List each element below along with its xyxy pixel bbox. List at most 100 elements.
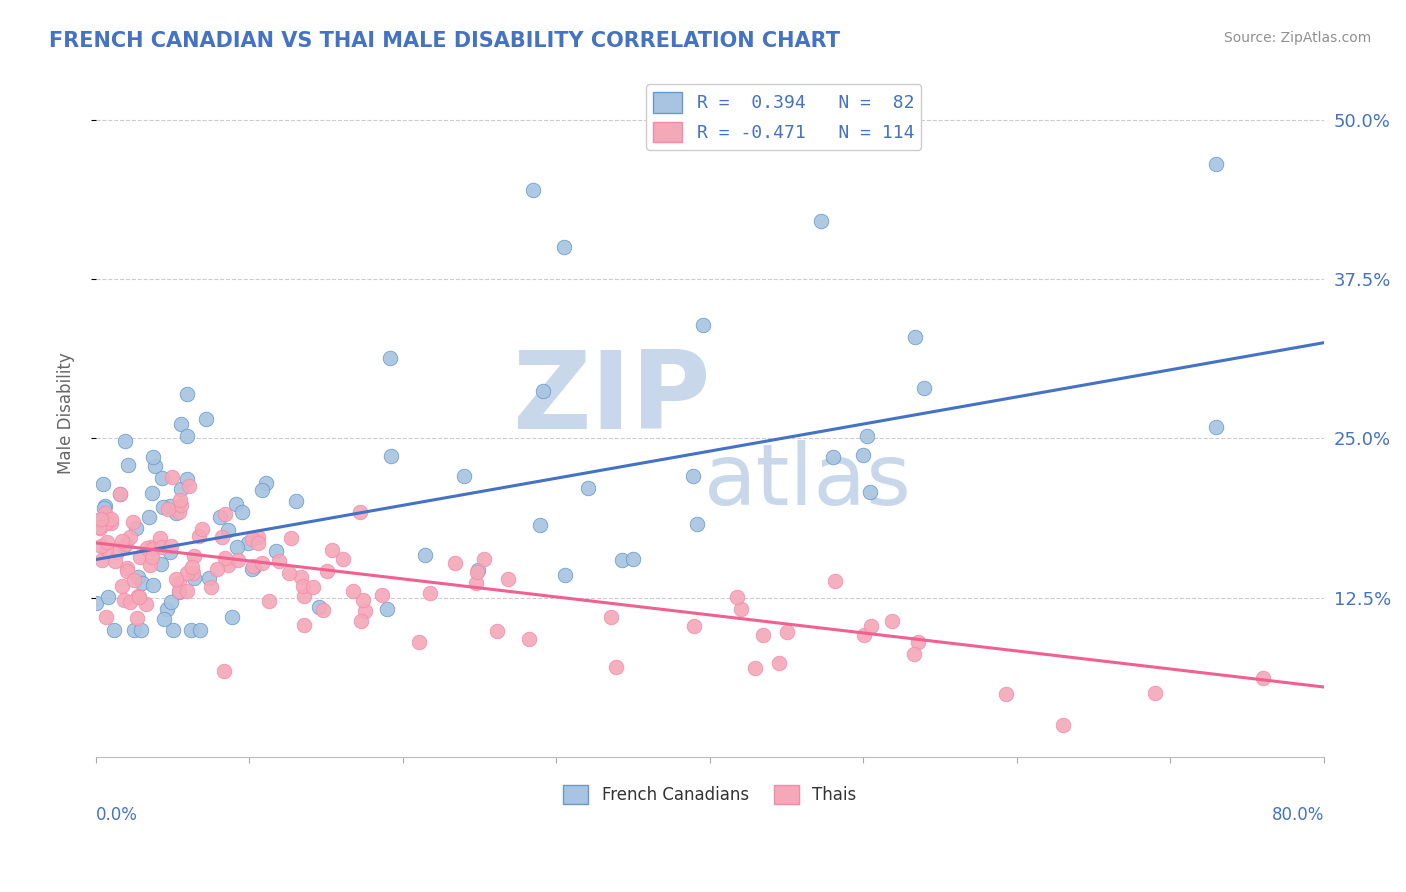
- Point: [485, 624, 508, 638]
- Point: [254, 475, 277, 490]
- Text: FRENCH CANADIAN VS THAI MALE DISABILITY CORRELATION CHART: FRENCH CANADIAN VS THAI MALE DISABILITY …: [49, 31, 841, 51]
- Point: [104, 554, 127, 568]
- Point: [342, 584, 364, 599]
- Point: [141, 485, 163, 500]
- Point: [269, 554, 291, 568]
- Point: [214, 664, 236, 678]
- Point: [127, 570, 149, 584]
- Point: [242, 558, 264, 573]
- Point: [150, 558, 173, 572]
- Point: [142, 450, 165, 465]
- Point: [167, 585, 190, 599]
- Point: [195, 412, 218, 426]
- Point: [236, 536, 259, 550]
- Point: [277, 566, 299, 580]
- Point: [159, 499, 181, 513]
- Point: [169, 506, 191, 520]
- Point: [170, 499, 193, 513]
- Point: [453, 469, 475, 483]
- Point: [180, 623, 202, 637]
- Point: [190, 623, 212, 637]
- Point: [124, 521, 146, 535]
- Point: [810, 214, 832, 228]
- Point: [89, 521, 111, 535]
- Point: [103, 623, 125, 637]
- Text: Source: ZipAtlas.com: Source: ZipAtlas.com: [1223, 31, 1371, 45]
- Point: [907, 635, 929, 649]
- Point: [692, 318, 714, 332]
- Point: [122, 573, 145, 587]
- Point: [1205, 157, 1227, 171]
- Point: [231, 505, 253, 519]
- Point: [821, 450, 844, 465]
- Point: [176, 429, 198, 443]
- Point: [768, 656, 790, 670]
- Point: [127, 589, 149, 603]
- Point: [531, 384, 554, 398]
- Point: [302, 580, 325, 594]
- Point: [226, 541, 249, 555]
- Point: [169, 583, 191, 598]
- Point: [165, 572, 187, 586]
- Point: [170, 482, 193, 496]
- Point: [467, 563, 489, 577]
- Point: [217, 523, 239, 537]
- Point: [221, 609, 243, 624]
- Point: [214, 550, 236, 565]
- Point: [96, 516, 118, 530]
- Point: [291, 579, 314, 593]
- Point: [200, 580, 222, 594]
- Point: [1205, 420, 1227, 434]
- Point: [349, 505, 371, 519]
- Text: 0.0%: 0.0%: [96, 805, 138, 823]
- Point: [284, 494, 307, 508]
- Point: [554, 568, 576, 582]
- Point: [90, 552, 112, 566]
- Point: [176, 386, 198, 401]
- Point: [350, 614, 373, 628]
- Point: [141, 540, 163, 554]
- Point: [852, 448, 875, 462]
- Point: [160, 539, 183, 553]
- Text: ZIP: ZIP: [512, 346, 711, 452]
- Point: [100, 512, 122, 526]
- Point: [1052, 718, 1074, 732]
- Point: [84, 596, 107, 610]
- Point: [183, 570, 205, 584]
- Point: [246, 535, 269, 549]
- Point: [264, 544, 287, 558]
- Point: [180, 559, 202, 574]
- Text: atlas: atlas: [704, 440, 912, 524]
- Point: [159, 545, 181, 559]
- Point: [354, 604, 377, 618]
- Point: [179, 479, 201, 493]
- Point: [1143, 686, 1166, 700]
- Point: [94, 499, 117, 513]
- Point: [90, 539, 112, 553]
- Point: [118, 530, 141, 544]
- Point: [111, 533, 134, 548]
- Point: [157, 502, 180, 516]
- Point: [181, 566, 204, 580]
- Point: [472, 551, 495, 566]
- Point: [112, 539, 135, 553]
- Point: [150, 471, 173, 485]
- Point: [605, 659, 627, 673]
- Point: [776, 624, 799, 639]
- Point: [141, 550, 163, 565]
- Point: [117, 565, 139, 579]
- Point: [150, 540, 173, 554]
- Point: [156, 602, 179, 616]
- Point: [110, 486, 132, 500]
- Legend: French Canadians, Thais: French Canadians, Thais: [557, 778, 863, 811]
- Point: [138, 510, 160, 524]
- Point: [610, 553, 633, 567]
- Point: [214, 507, 236, 521]
- Point: [96, 609, 118, 624]
- Point: [93, 500, 115, 515]
- Point: [197, 571, 219, 585]
- Point: [380, 449, 402, 463]
- Point: [120, 595, 142, 609]
- Point: [280, 531, 302, 545]
- Point: [97, 590, 120, 604]
